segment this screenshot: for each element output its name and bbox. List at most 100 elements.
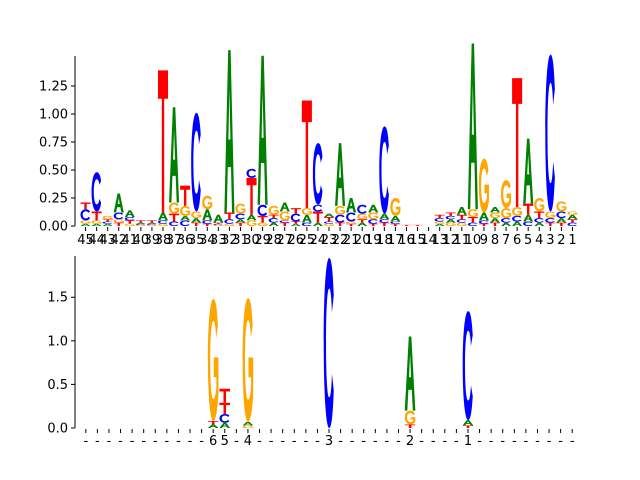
logo-letter-C — [290, 213, 301, 222]
x-tick-label: - — [303, 434, 308, 449]
logo-letter-A — [445, 219, 456, 223]
x-tick-label: 6 — [209, 434, 217, 449]
logo-letter-C — [146, 223, 157, 225]
x-tick-label: - — [234, 434, 239, 449]
logo-letter-G — [501, 180, 512, 209]
x-tick-label: - — [512, 434, 517, 449]
logo-letter-A — [346, 198, 357, 213]
logo-letter-G — [323, 223, 335, 226]
logo-letter-A — [246, 214, 257, 221]
logo-letter-A — [102, 223, 113, 226]
logo-letter-T — [379, 222, 390, 226]
logo-letter-A — [135, 222, 146, 224]
x-tick-label: 22 — [332, 233, 349, 248]
x-tick-label: - — [315, 434, 320, 449]
x-tick-label: - — [130, 434, 135, 449]
logo-letter-G — [113, 219, 124, 223]
x-tick-label: 41 — [122, 233, 139, 248]
x-tick-label: 4 — [535, 233, 543, 248]
logo-letter-A — [456, 206, 467, 215]
x-tick-label: - — [535, 434, 540, 449]
x-tick-label: - — [419, 434, 424, 449]
logo-letter-T — [462, 425, 474, 428]
x-tick-label: 16 — [398, 233, 415, 248]
logo-letter-C — [467, 222, 478, 226]
logo-letter-T — [489, 222, 501, 226]
logo-letter-A — [335, 143, 346, 206]
x-tick-label: 39 — [144, 233, 161, 248]
x-tick-label: - — [83, 434, 88, 449]
logo-letter-A — [219, 422, 231, 428]
logo-letter-T — [357, 219, 368, 223]
logo-letter-G — [368, 212, 379, 220]
x-tick-label: - — [570, 434, 575, 449]
logo-letter-G — [91, 220, 102, 224]
x-tick-label: 17 — [387, 233, 404, 248]
x-tick-label: 30 — [243, 233, 260, 248]
logo-letter-T — [534, 211, 545, 219]
logo-letter-C — [379, 219, 389, 223]
x-tick-label: - — [385, 434, 390, 449]
logo-letter-T — [157, 70, 169, 213]
logo-letter-T — [146, 220, 157, 223]
logo-letter-T — [219, 402, 231, 415]
logo-letter-G — [556, 201, 567, 212]
logo-letter-G — [242, 425, 254, 428]
logo-letter-T — [279, 222, 290, 226]
logo-letter-T — [290, 221, 301, 224]
logo-letter-A — [434, 223, 445, 226]
logo-letter-G — [124, 223, 135, 226]
x-tick-label: 3 — [546, 233, 554, 248]
logo-letter-C — [368, 219, 378, 224]
logo-letter-A — [146, 222, 157, 224]
logo-letter-A — [357, 222, 368, 226]
x-tick-label: - — [500, 434, 505, 449]
logo-letter-A — [467, 43, 478, 210]
x-tick-label: 38 — [155, 233, 172, 248]
logo-letter-T — [91, 211, 102, 221]
logo-letter-G — [135, 224, 146, 226]
x-tick-label: - — [547, 434, 552, 449]
logo-letter-A — [180, 215, 191, 221]
x-tick-label: - — [350, 434, 355, 449]
logo-letter-A — [462, 420, 474, 426]
logo-letter-A — [323, 213, 335, 218]
logo-letter-C — [556, 211, 566, 219]
logo-letter-A — [202, 209, 213, 221]
logo-panel-bottom: 0.00.51.01.5- - - - - - - - - - -6 5-4- - - - - -3- - - - - -… — [47, 256, 575, 449]
logo-letter-A — [404, 336, 416, 411]
logo-letter-G — [242, 298, 254, 422]
x-tick-label: - — [257, 434, 262, 449]
logo-letter-T — [191, 222, 202, 226]
logo-letter-T — [290, 208, 301, 214]
logo-letter-A — [523, 214, 534, 222]
logo-letter-C — [213, 223, 223, 225]
logo-letter-G — [404, 410, 416, 425]
logo-letter-A — [213, 214, 224, 223]
x-tick-label: 42 — [110, 233, 127, 248]
logo-letter-C — [312, 204, 323, 212]
logo-letter-A — [157, 212, 169, 221]
logo-letter-G — [268, 205, 279, 215]
logo-letter-T — [246, 177, 257, 215]
logo-letter-G — [246, 220, 257, 226]
logo-letter-T — [434, 214, 445, 219]
logo-letter-A — [235, 219, 246, 223]
logo-letter-C — [268, 218, 279, 223]
logo-letter-A — [124, 210, 135, 218]
logo-letter-C — [235, 213, 245, 220]
x-tick-label: 14 — [420, 233, 437, 248]
x-tick-label: - — [153, 434, 158, 449]
logo-letter-A — [567, 214, 578, 220]
logo-letter-G — [390, 198, 401, 216]
logo-letter-A — [368, 204, 379, 213]
x-tick-label: - — [396, 434, 401, 449]
logo-letter-T — [545, 222, 556, 226]
logo-letter-A — [257, 55, 268, 205]
logo-letter-A — [489, 206, 501, 213]
y-tick-label: 0.00 — [39, 220, 68, 235]
logo-letter-A — [534, 222, 545, 226]
logo-letter-C — [346, 212, 356, 222]
logo-letter-T — [219, 388, 231, 403]
x-tick-label: 7 — [502, 233, 510, 248]
